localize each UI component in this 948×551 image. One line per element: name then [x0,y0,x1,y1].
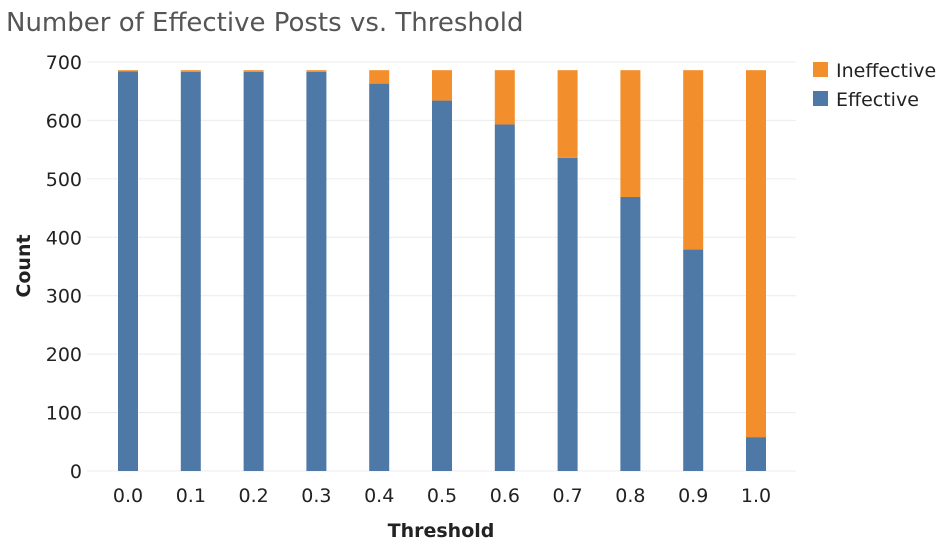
bar-effective-0.4 [369,83,390,472]
chart-title: Number of Effective Posts vs. Threshold [6,8,524,38]
x-axis-ticks: 0.0 0.1 0.2 0.3 0.4 0.5 0.6 0.7 0.8 0.9 1.0 [113,485,771,507]
legend-label: Ineffective [836,60,936,82]
bar-ineffective-0.3 [306,70,327,72]
x-tick-label: 0.1 [176,485,206,507]
bar-ineffective-0.5 [432,70,452,101]
y-tick-label: 600 [46,110,82,132]
legend-swatch [813,62,828,77]
y-tick-label: 0 [70,461,82,483]
bar-ineffective-0.7 [557,70,578,158]
bar-effective-0.8 [620,196,641,471]
y-axis-title: Count [13,234,35,297]
legend-swatch [813,91,828,106]
legend-label: Effective [836,89,919,111]
bars [118,70,766,472]
bar-effective-0.0 [118,71,138,471]
bar-ineffective-1.0 [746,70,766,438]
y-tick-label: 400 [46,227,82,249]
legend: Ineffective Effective [813,60,936,111]
bar-effective-0.1 [180,71,201,471]
x-tick-label: 0.9 [678,485,708,507]
y-tick-label: 300 [46,286,82,308]
x-tick-label: 0.2 [238,485,268,507]
bar-ineffective-0.0 [118,70,138,72]
bar-effective-1.0 [746,437,766,471]
bar-effective-0.5 [432,100,452,471]
bar-ineffective-0.8 [620,70,641,197]
x-tick-label: 0.0 [113,485,143,507]
y-tick-label: 500 [46,169,82,191]
x-tick-label: 0.8 [615,485,645,507]
y-tick-label: 700 [46,52,82,74]
bar-effective-0.2 [243,71,264,471]
y-tick-label: 100 [46,403,82,425]
x-tick-label: 0.5 [427,485,457,507]
bar-effective-0.9 [683,249,704,471]
bar-effective-0.6 [494,124,515,472]
x-tick-label: 1.0 [741,485,771,507]
bar-effective-0.3 [306,71,327,471]
x-axis-title: Threshold [388,520,495,542]
x-tick-label: 0.3 [301,485,331,507]
bar-ineffective-0.4 [369,70,390,84]
bar-effective-0.7 [557,157,578,471]
y-tick-label: 200 [46,344,82,366]
x-tick-label: 0.4 [364,485,394,507]
y-axis-ticks: 0 100 200 300 400 500 600 700 [46,52,82,483]
bar-ineffective-0.6 [494,70,515,125]
bar-ineffective-0.2 [243,70,264,72]
bar-ineffective-0.1 [180,70,201,72]
x-tick-label: 0.6 [490,485,520,507]
bar-ineffective-0.9 [683,70,704,250]
x-tick-label: 0.7 [552,485,582,507]
